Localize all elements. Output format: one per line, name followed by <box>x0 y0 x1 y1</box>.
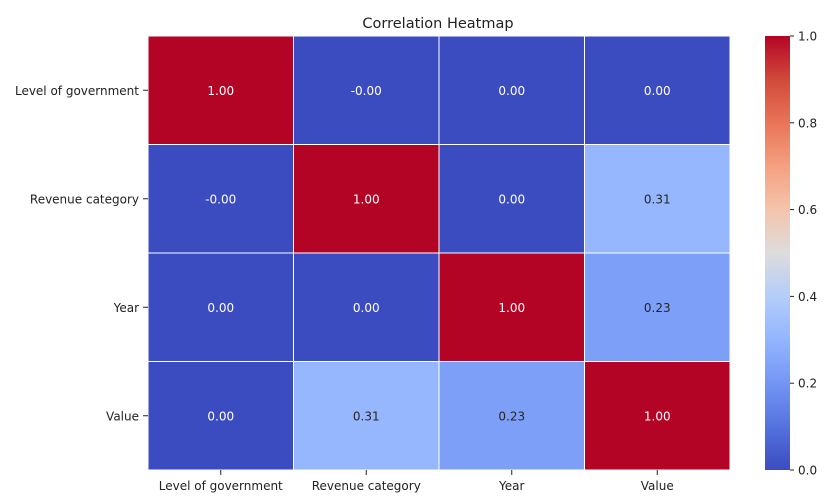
heatmap-cell <box>293 144 440 254</box>
colorbar-tick-label: 0.0 <box>798 464 817 478</box>
heatmap-cell <box>147 361 294 471</box>
colorbar-tick-label: 0.8 <box>798 116 817 130</box>
cell-value-label: 0.31 <box>353 409 380 423</box>
colorbar-gradient <box>765 36 790 470</box>
column-tick-label: Level of government <box>159 479 283 493</box>
column-labels: Level of government Revenue category Year V… <box>159 470 674 493</box>
column-tick-label: Revenue category <box>312 479 421 493</box>
colorbar: 0.0 0.2 0.4 0.6 0.8 1.0 <box>765 30 817 478</box>
heatmap-cell <box>293 361 440 471</box>
column-tick-label: Year <box>498 479 524 493</box>
cell-value-label: 0.00 <box>207 409 234 423</box>
row-tick-label: Level of government <box>15 84 139 98</box>
heatmap-cell <box>147 35 294 145</box>
cell-value-label: 0.00 <box>207 301 234 315</box>
cell-value-label: 0.00 <box>353 301 380 315</box>
cell-value-label: 0.00 <box>498 192 525 206</box>
cell-value-label: 1.00 <box>644 409 671 423</box>
row-labels: Level of government Revenue category Year V… <box>15 84 148 423</box>
heatmap-cell <box>147 144 294 254</box>
heatmap-cell <box>438 35 585 145</box>
cell-value-label: 0.23 <box>498 409 525 423</box>
column-tick-label: Value <box>641 479 674 493</box>
row-tick-label: Year <box>113 301 139 315</box>
colorbar-tick-label: 0.4 <box>798 290 817 304</box>
heatmap-cell <box>438 361 585 471</box>
cell-value-label: 0.00 <box>644 84 671 98</box>
cell-value-label: 1.00 <box>353 192 380 206</box>
cell-value-label: 1.00 <box>207 84 234 98</box>
heatmap-cell <box>293 35 440 145</box>
cell-value-label: 0.31 <box>644 192 671 206</box>
heatmap-cells: 1.00 -0.00 0.00 0.00 -0.00 1.00 0.00 0.31 0.00 0.… <box>147 35 731 471</box>
heatmap-cell <box>584 35 731 145</box>
cell-value-label: 0.23 <box>644 301 671 315</box>
chart-title: Correlation Heatmap <box>362 16 513 32</box>
cell-value-label: 0.00 <box>498 84 525 98</box>
row-tick-label: Value <box>106 409 139 423</box>
heatmap-cell <box>584 144 731 254</box>
heatmap-cell <box>293 252 440 362</box>
heatmap-cell <box>584 252 731 362</box>
row-tick-label: Revenue category <box>30 192 139 206</box>
colorbar-tick-label: 1.0 <box>798 30 817 44</box>
cell-value-label: -0.00 <box>205 192 236 206</box>
colorbar-tick-label: 0.6 <box>798 203 817 217</box>
colorbar-tick-label: 0.2 <box>798 377 817 391</box>
cell-value-label: -0.00 <box>351 84 382 98</box>
cell-value-label: 1.00 <box>498 301 525 315</box>
heatmap-cell <box>584 361 731 471</box>
